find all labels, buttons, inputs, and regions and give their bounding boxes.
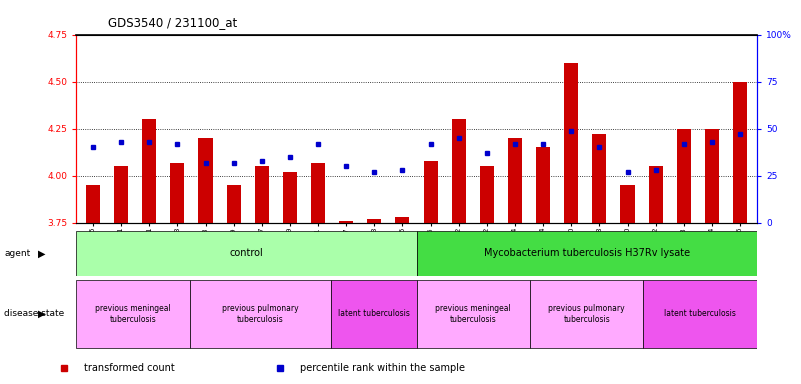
Bar bbox=[705, 129, 719, 223]
Bar bbox=[480, 166, 494, 223]
Bar bbox=[283, 172, 297, 223]
Text: latent tuberculosis: latent tuberculosis bbox=[664, 310, 736, 318]
Text: previous meningeal
tuberculosis: previous meningeal tuberculosis bbox=[436, 304, 511, 324]
Text: previous meningeal
tuberculosis: previous meningeal tuberculosis bbox=[95, 304, 171, 324]
Bar bbox=[643, 280, 757, 348]
Text: previous pulmonary
tuberculosis: previous pulmonary tuberculosis bbox=[222, 304, 299, 324]
Bar bbox=[593, 134, 606, 223]
Bar bbox=[417, 231, 757, 276]
Text: control: control bbox=[229, 248, 264, 258]
Bar bbox=[733, 82, 747, 223]
Text: transformed count: transformed count bbox=[84, 362, 175, 373]
Text: Mycobacterium tuberculosis H37Rv lysate: Mycobacterium tuberculosis H37Rv lysate bbox=[484, 248, 690, 258]
Bar bbox=[332, 280, 417, 348]
Text: latent tuberculosis: latent tuberculosis bbox=[338, 310, 410, 318]
Bar bbox=[199, 138, 212, 223]
Bar bbox=[311, 162, 325, 223]
Bar bbox=[452, 119, 465, 223]
Text: previous pulmonary
tuberculosis: previous pulmonary tuberculosis bbox=[549, 304, 625, 324]
Bar bbox=[171, 162, 184, 223]
Bar bbox=[396, 217, 409, 223]
Bar bbox=[424, 161, 437, 223]
Bar bbox=[621, 185, 634, 223]
Bar bbox=[86, 185, 100, 223]
Bar bbox=[677, 129, 690, 223]
Bar bbox=[564, 63, 578, 223]
Bar bbox=[255, 166, 269, 223]
Bar bbox=[536, 147, 550, 223]
Bar bbox=[508, 138, 522, 223]
Text: agent: agent bbox=[4, 249, 30, 258]
Text: disease state: disease state bbox=[4, 310, 64, 318]
Bar bbox=[417, 280, 530, 348]
Bar bbox=[649, 166, 662, 223]
Bar bbox=[530, 280, 643, 348]
Text: percentile rank within the sample: percentile rank within the sample bbox=[300, 362, 465, 373]
Text: GDS3540 / 231100_at: GDS3540 / 231100_at bbox=[108, 16, 237, 29]
Text: ▶: ▶ bbox=[38, 248, 46, 258]
Bar bbox=[76, 280, 190, 348]
Bar bbox=[76, 231, 417, 276]
Bar bbox=[114, 166, 128, 223]
Bar bbox=[227, 185, 240, 223]
Text: ▶: ▶ bbox=[38, 309, 46, 319]
Bar bbox=[339, 221, 353, 223]
Bar bbox=[368, 219, 381, 223]
Bar bbox=[143, 119, 156, 223]
Bar bbox=[190, 280, 332, 348]
